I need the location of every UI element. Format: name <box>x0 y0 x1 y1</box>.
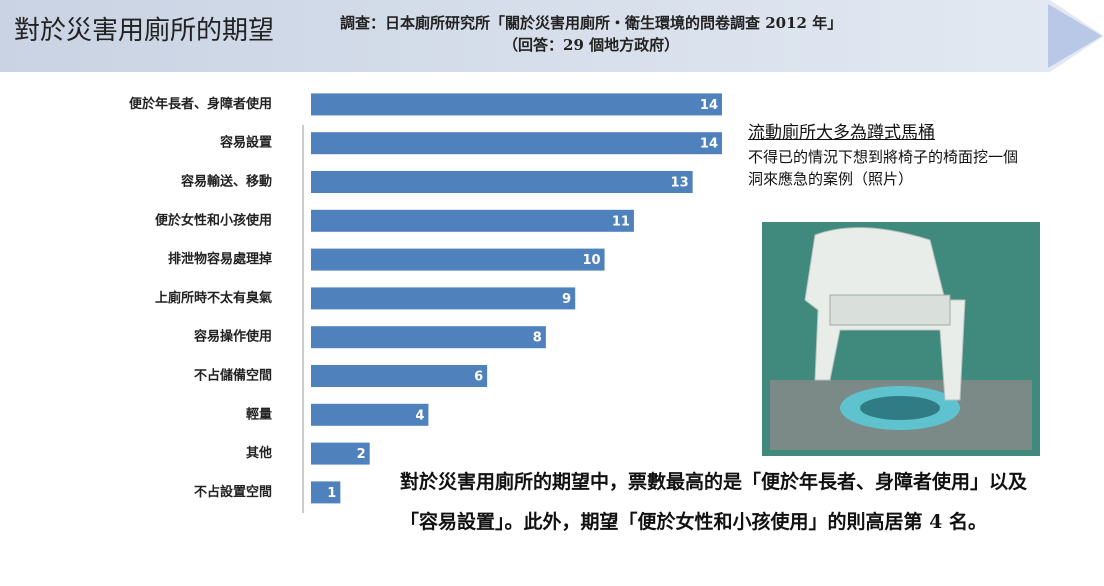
title: 對於災害用廁所的期望 <box>14 10 274 47</box>
data-label: 6 <box>474 370 483 385</box>
category-label: 不占儲備空間 <box>194 368 272 384</box>
summary: 對於災害用廁所的期望中，票數最高的是「便於年長者、身障者使用」以及「容易設置」。… <box>400 462 1040 542</box>
bar <box>311 132 722 154</box>
category-label: 容易設置 <box>219 135 272 151</box>
category-label: 容易操作使用 <box>193 329 272 345</box>
category-label: 輕量 <box>246 406 272 422</box>
bar <box>311 287 575 309</box>
category-label: 便於女性和小孩使用 <box>155 212 272 228</box>
data-label: 2 <box>357 447 366 462</box>
photo-caption: 不得已的情況下想到將椅子的椅面挖一個洞來應急的案例（照片） <box>748 146 1018 190</box>
bar <box>311 210 634 232</box>
category-label: 容易輸送、移動 <box>180 174 272 190</box>
header-arrow <box>1048 4 1102 68</box>
bar <box>311 249 605 271</box>
data-label: 11 <box>612 214 630 229</box>
bar <box>311 365 487 387</box>
bar <box>311 171 693 193</box>
category-label: 排泄物容易處理掉 <box>168 251 272 267</box>
category-label: 不占設置空間 <box>194 484 272 500</box>
survey-note: 調查：日本廁所研究所「關於災害用廁所・衛生環境的問卷調查 2012 年」 （回答… <box>340 12 842 56</box>
bar <box>311 326 546 348</box>
survey-respondents: （回答：29 個地方政府） <box>340 34 842 56</box>
category-label: 便於年長者、身障者使用 <box>129 96 272 112</box>
data-label: 13 <box>671 176 689 191</box>
data-label: 10 <box>582 253 600 268</box>
photo <box>762 222 1040 456</box>
photo-caption-title: 流動廁所大多為蹲式馬桶 <box>748 118 935 143</box>
data-label: 14 <box>700 98 718 113</box>
category-label: 其他 <box>246 445 272 461</box>
bar <box>311 93 722 115</box>
data-label: 1 <box>327 486 336 501</box>
data-label: 4 <box>415 408 424 423</box>
page: 便於年長者、身障者使用14容易設置14容易輸送、移動13便於女性和小孩使用11排… <box>0 0 1104 586</box>
data-label: 9 <box>562 292 571 307</box>
bar <box>311 404 428 426</box>
category-label: 上廁所時不太有臭氣 <box>155 290 272 306</box>
data-label: 14 <box>700 137 718 152</box>
survey-source: 調查：日本廁所研究所「關於災害用廁所・衛生環境的問卷調查 2012 年」 <box>340 12 842 34</box>
data-label: 8 <box>533 331 542 346</box>
